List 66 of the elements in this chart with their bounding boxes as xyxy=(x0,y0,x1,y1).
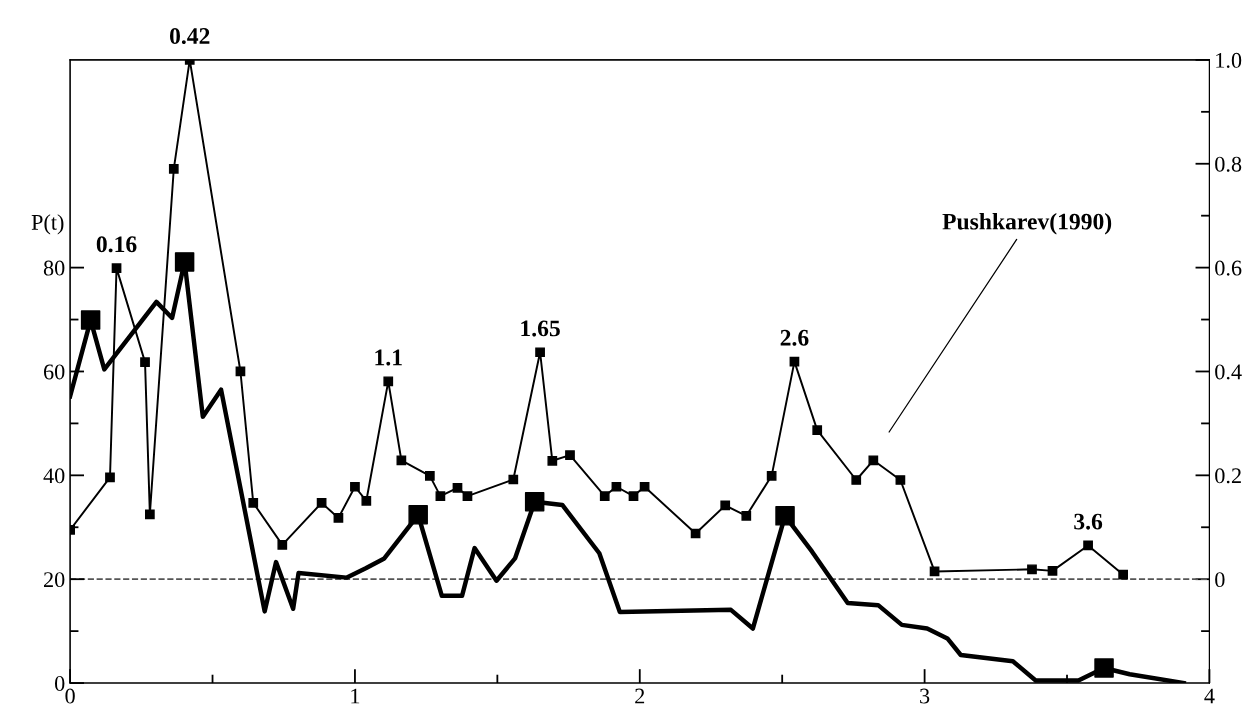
point xyxy=(741,510,752,521)
text: Pushkarev(1990) xyxy=(942,212,1112,235)
y2-tick-label: 0.6 xyxy=(1215,260,1242,276)
annotation: 1.65 xyxy=(521,320,560,337)
point xyxy=(565,450,575,460)
point xyxy=(174,252,195,272)
point xyxy=(383,376,394,387)
point xyxy=(775,506,795,526)
y2-tick-label: 0.8 xyxy=(1215,156,1242,172)
point xyxy=(1027,564,1037,575)
point xyxy=(435,491,446,501)
point xyxy=(535,347,545,358)
point xyxy=(105,472,115,483)
point xyxy=(462,491,473,501)
point xyxy=(350,481,360,492)
point xyxy=(1094,658,1114,678)
y-tick-label: 60 xyxy=(43,364,65,380)
point xyxy=(424,470,435,481)
point xyxy=(628,491,639,501)
point xyxy=(408,505,428,525)
point xyxy=(895,475,906,485)
point xyxy=(316,497,327,508)
y2-tick-label: 0 xyxy=(1215,572,1225,588)
point xyxy=(1118,569,1128,580)
point xyxy=(851,475,862,485)
point xyxy=(812,425,823,436)
x-tick-label: 3 xyxy=(920,688,930,704)
x-tick-label: 2 xyxy=(635,688,645,704)
annotation: 1.1 xyxy=(375,349,402,366)
point xyxy=(277,540,288,550)
annotation: 3.6 xyxy=(1074,513,1103,530)
annotation: 0.42 xyxy=(169,28,210,45)
point xyxy=(140,357,150,367)
point xyxy=(524,492,545,512)
y-tick-label: 20 xyxy=(44,572,65,588)
point xyxy=(508,474,519,485)
point xyxy=(452,482,463,493)
point xyxy=(333,513,344,523)
point xyxy=(80,310,101,330)
point xyxy=(547,455,558,466)
x-tick-label: 4 xyxy=(1204,688,1215,704)
point xyxy=(396,455,407,466)
point xyxy=(111,263,122,273)
y-axis-title: P(t) xyxy=(31,214,64,235)
x-tick-label: 0 xyxy=(65,688,75,704)
y2-tick-label: 1.0 xyxy=(1216,52,1242,68)
y-tick-label: 0 xyxy=(54,675,65,691)
point xyxy=(766,470,777,481)
point xyxy=(1047,566,1058,576)
point xyxy=(168,164,179,174)
annotation: 2.6 xyxy=(780,329,809,346)
annotation: 0.16 xyxy=(96,236,137,253)
point xyxy=(1083,540,1093,551)
point xyxy=(145,509,155,520)
y-tick-label: 40 xyxy=(43,468,65,484)
point xyxy=(611,481,622,492)
point xyxy=(639,481,650,492)
y-tick-label: 80 xyxy=(43,260,65,276)
x-tick-label: 1 xyxy=(351,688,360,704)
y2-tick-label: 0.4 xyxy=(1215,364,1242,380)
y2-tick-label: 0.2 xyxy=(1215,468,1241,484)
point xyxy=(248,497,259,508)
point xyxy=(599,491,610,501)
point xyxy=(361,495,372,506)
point xyxy=(720,500,731,511)
point xyxy=(868,455,879,466)
